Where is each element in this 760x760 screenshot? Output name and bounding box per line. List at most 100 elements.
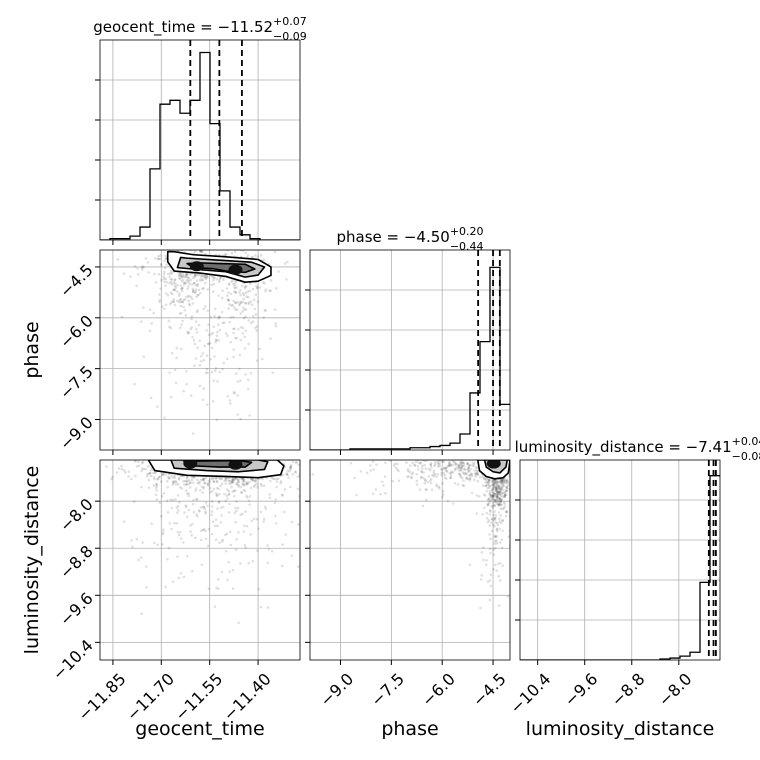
scatter-point [496, 500, 500, 504]
scatter-point [458, 472, 461, 476]
scatter-point [231, 315, 235, 319]
scatter-point [244, 308, 248, 311]
scatter-point [177, 501, 181, 504]
scatter-point [161, 528, 165, 531]
scatter-point [179, 297, 183, 301]
scatter-point [497, 492, 500, 496]
scatter-point [442, 460, 445, 463]
scatter-point [442, 493, 445, 496]
scatter-point [227, 511, 231, 514]
scatter-point [213, 369, 217, 373]
scatter-point [491, 494, 495, 498]
scatter-point [184, 273, 188, 277]
scatter-point [247, 319, 251, 322]
scatter-point [202, 286, 205, 290]
scatter-point [228, 479, 232, 482]
scatter-point [256, 300, 260, 303]
scatter-point [243, 335, 247, 339]
scatter-point [495, 489, 499, 493]
scatter-point [491, 506, 495, 509]
scatter-point [429, 461, 433, 465]
scatter-point [217, 487, 220, 491]
scatter-point [215, 479, 219, 483]
scatter-point [445, 477, 448, 480]
scatter-point [213, 355, 216, 358]
scatter-point [237, 485, 241, 488]
scatter-point [161, 305, 164, 308]
scatter-point [233, 391, 236, 395]
scatter-point [233, 286, 237, 290]
scatter-point [117, 467, 121, 470]
scatter-point [189, 327, 193, 331]
scatter-point [223, 479, 226, 483]
scatter-point [192, 476, 196, 479]
scatter-point [158, 293, 161, 296]
scatter-point [425, 488, 428, 491]
scatter-point [200, 274, 203, 278]
scatter-point [177, 273, 181, 276]
scatter-point [259, 286, 262, 289]
scatter-point [228, 502, 231, 506]
scatter-point [162, 272, 166, 276]
scatter-point [494, 487, 498, 491]
scatter-point [419, 461, 422, 464]
scatter-point [502, 507, 506, 510]
scatter-point [115, 471, 119, 474]
scatter-point [442, 467, 446, 470]
scatter-point [493, 535, 497, 538]
scatter-point [233, 306, 236, 309]
scatter-point [286, 473, 289, 477]
scatter-point [120, 315, 124, 319]
scatter-point [426, 480, 430, 484]
scatter-point [382, 484, 385, 487]
scatter-point [163, 280, 166, 283]
scatter-point [493, 517, 497, 520]
scatter-point [279, 480, 283, 483]
scatter-point [493, 498, 497, 502]
scatter-point [231, 478, 234, 481]
scatter-point [163, 416, 166, 420]
scatter-point [167, 477, 171, 480]
scatter-point [394, 466, 398, 470]
scatter-point [455, 462, 458, 466]
scatter-point [220, 570, 224, 574]
scatter-point [417, 461, 421, 465]
scatter-point [224, 499, 228, 503]
scatter-point [498, 579, 502, 582]
scatter-point [500, 480, 504, 483]
scatter-point [152, 541, 156, 545]
scatter-point [120, 467, 124, 471]
scatter-point [440, 473, 443, 477]
scatter-point [503, 505, 507, 508]
scatter-point [203, 305, 207, 308]
scatter-point [485, 511, 489, 515]
scatter-point [227, 283, 231, 287]
title-luminosity_distance: luminosity_distance = −7.41+0.04 [515, 435, 760, 457]
scatter-point [296, 475, 300, 478]
scatter-point [223, 321, 226, 325]
scatter-point [289, 465, 292, 469]
scatter-point [194, 489, 197, 493]
scatter-point [496, 483, 499, 487]
scatter-point [503, 478, 506, 482]
scatter-point [212, 480, 216, 483]
scatter-point [499, 514, 503, 517]
scatter-point [147, 271, 150, 274]
scatter-point [497, 480, 500, 484]
scatter-point [190, 569, 194, 573]
scatter-point [210, 490, 214, 493]
scatter-point [429, 465, 433, 469]
scatter-point [418, 488, 422, 491]
scatter-point [495, 499, 498, 502]
scatter-point [469, 467, 473, 471]
scatter-point [469, 464, 472, 467]
scatter-point [193, 536, 197, 540]
scatter-point [226, 298, 230, 302]
scatter-point [137, 558, 140, 562]
scatter-point [162, 472, 165, 476]
scatter-point [488, 513, 492, 516]
scatter-point [441, 482, 444, 485]
scatter-point [158, 501, 162, 505]
axes-frame [99, 459, 301, 661]
scatter-point [141, 460, 144, 464]
